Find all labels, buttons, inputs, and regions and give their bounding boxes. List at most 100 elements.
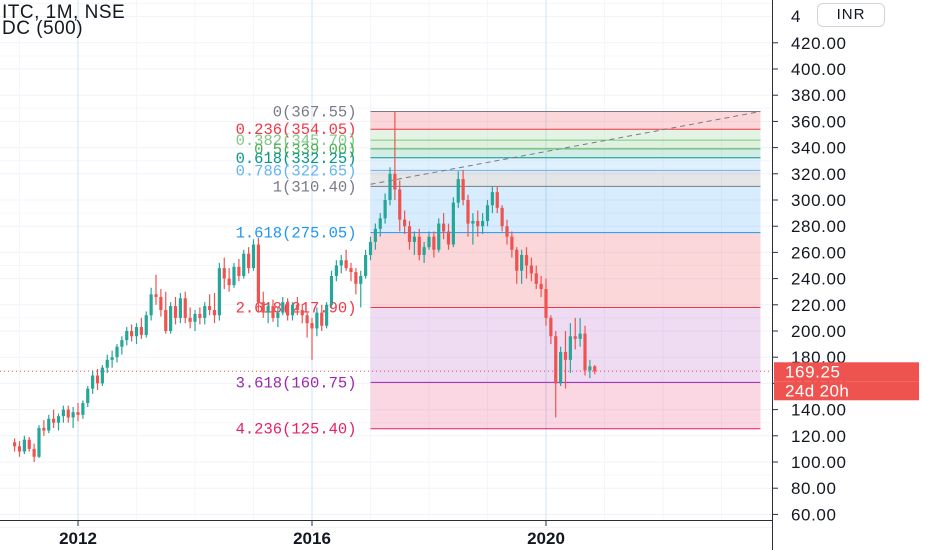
candle-body [110, 357, 114, 360]
candle-body [193, 313, 197, 322]
candle [237, 258, 241, 282]
plot-background [0, 0, 772, 550]
candle-body [27, 439, 31, 449]
candle [120, 336, 124, 355]
time-tick-label: 2012 [59, 529, 97, 548]
candle-body [398, 189, 402, 220]
candle-body [549, 317, 553, 337]
candle-body [505, 226, 509, 237]
candle [178, 293, 182, 324]
candle-body [378, 218, 382, 229]
fib-level-label: 1.618(275.05) [236, 225, 357, 243]
candle [510, 231, 514, 258]
candle [86, 386, 90, 407]
candle-body [320, 312, 324, 326]
fib-zone [370, 170, 761, 187]
candle [373, 223, 377, 250]
candle-body [261, 302, 265, 313]
candle [271, 299, 275, 322]
candle [37, 425, 41, 459]
candle [437, 218, 441, 253]
candle-body [383, 200, 387, 219]
candle [539, 275, 543, 297]
candle-body [583, 333, 587, 371]
candle [251, 239, 256, 271]
candle-body [339, 260, 343, 266]
candle-body [364, 255, 368, 276]
candle-body [139, 327, 143, 335]
candle-body [593, 366, 597, 372]
candle [315, 307, 319, 337]
candle [66, 405, 70, 423]
candle [42, 420, 46, 436]
indicator-title: DC (500) [2, 18, 84, 39]
price-tick-label: 60.00 [791, 505, 837, 524]
candle-body [149, 294, 153, 316]
price-tick-label: 140.00 [791, 401, 847, 420]
candle-body [554, 336, 558, 384]
candle [281, 296, 285, 316]
candle [378, 213, 382, 237]
candle [203, 302, 207, 325]
candle [305, 312, 309, 338]
candle [515, 247, 519, 284]
candle [56, 413, 61, 431]
candle [485, 200, 490, 227]
candle [339, 255, 343, 274]
candle-body [427, 236, 431, 248]
fib-zone [370, 186, 761, 233]
candle [329, 270, 334, 308]
candle-body [61, 409, 65, 417]
price-tick-label: 280.00 [791, 217, 847, 236]
candle-body [515, 249, 519, 271]
candle-body [539, 283, 543, 290]
candle-body [237, 266, 241, 276]
candle-body [495, 192, 499, 208]
candle [544, 278, 548, 326]
candle-body [407, 226, 412, 242]
price-tick-label: 320.00 [791, 165, 847, 184]
fib-level-label: 0.382(345.70) [236, 132, 357, 150]
fib-zone [370, 148, 761, 158]
candle [217, 262, 221, 321]
currency-button[interactable]: INR [817, 3, 885, 27]
symbol-title: ITC, 1M, NSE [2, 2, 126, 23]
candle-body [368, 241, 373, 256]
candle [286, 298, 290, 321]
candle [17, 441, 22, 457]
candle [144, 311, 148, 338]
candle-body [173, 306, 178, 318]
candle [27, 437, 31, 452]
candle [276, 307, 280, 328]
time-tick-label: 2016 [293, 529, 331, 548]
candle-body [354, 272, 358, 284]
candle [247, 247, 251, 274]
candle-body [81, 403, 85, 415]
last-price-label: 169.25 [785, 362, 841, 381]
candles [13, 110, 597, 462]
candle [325, 302, 329, 329]
candle-body [227, 278, 231, 286]
candle [476, 210, 480, 237]
candle [573, 317, 577, 350]
time-axis[interactable]: 2012 2016 2020 [59, 520, 565, 548]
candle [471, 213, 475, 245]
candle-body [403, 219, 407, 227]
candle-body [349, 268, 353, 273]
candle [310, 317, 314, 360]
candle-body [183, 298, 187, 318]
candle [388, 167, 392, 206]
fib-level-label: 0(367.55) [273, 104, 357, 122]
candle [368, 236, 373, 261]
candle-body [437, 223, 441, 250]
candle-body [159, 296, 163, 311]
price-tick-label: 380.00 [791, 86, 847, 105]
fib-zone [370, 157, 761, 171]
price-tick-label: 80.00 [791, 479, 837, 498]
candle-body [559, 351, 563, 384]
candle [125, 327, 129, 346]
candle-body [334, 265, 338, 276]
candle [456, 171, 460, 208]
candle-body [120, 340, 124, 347]
